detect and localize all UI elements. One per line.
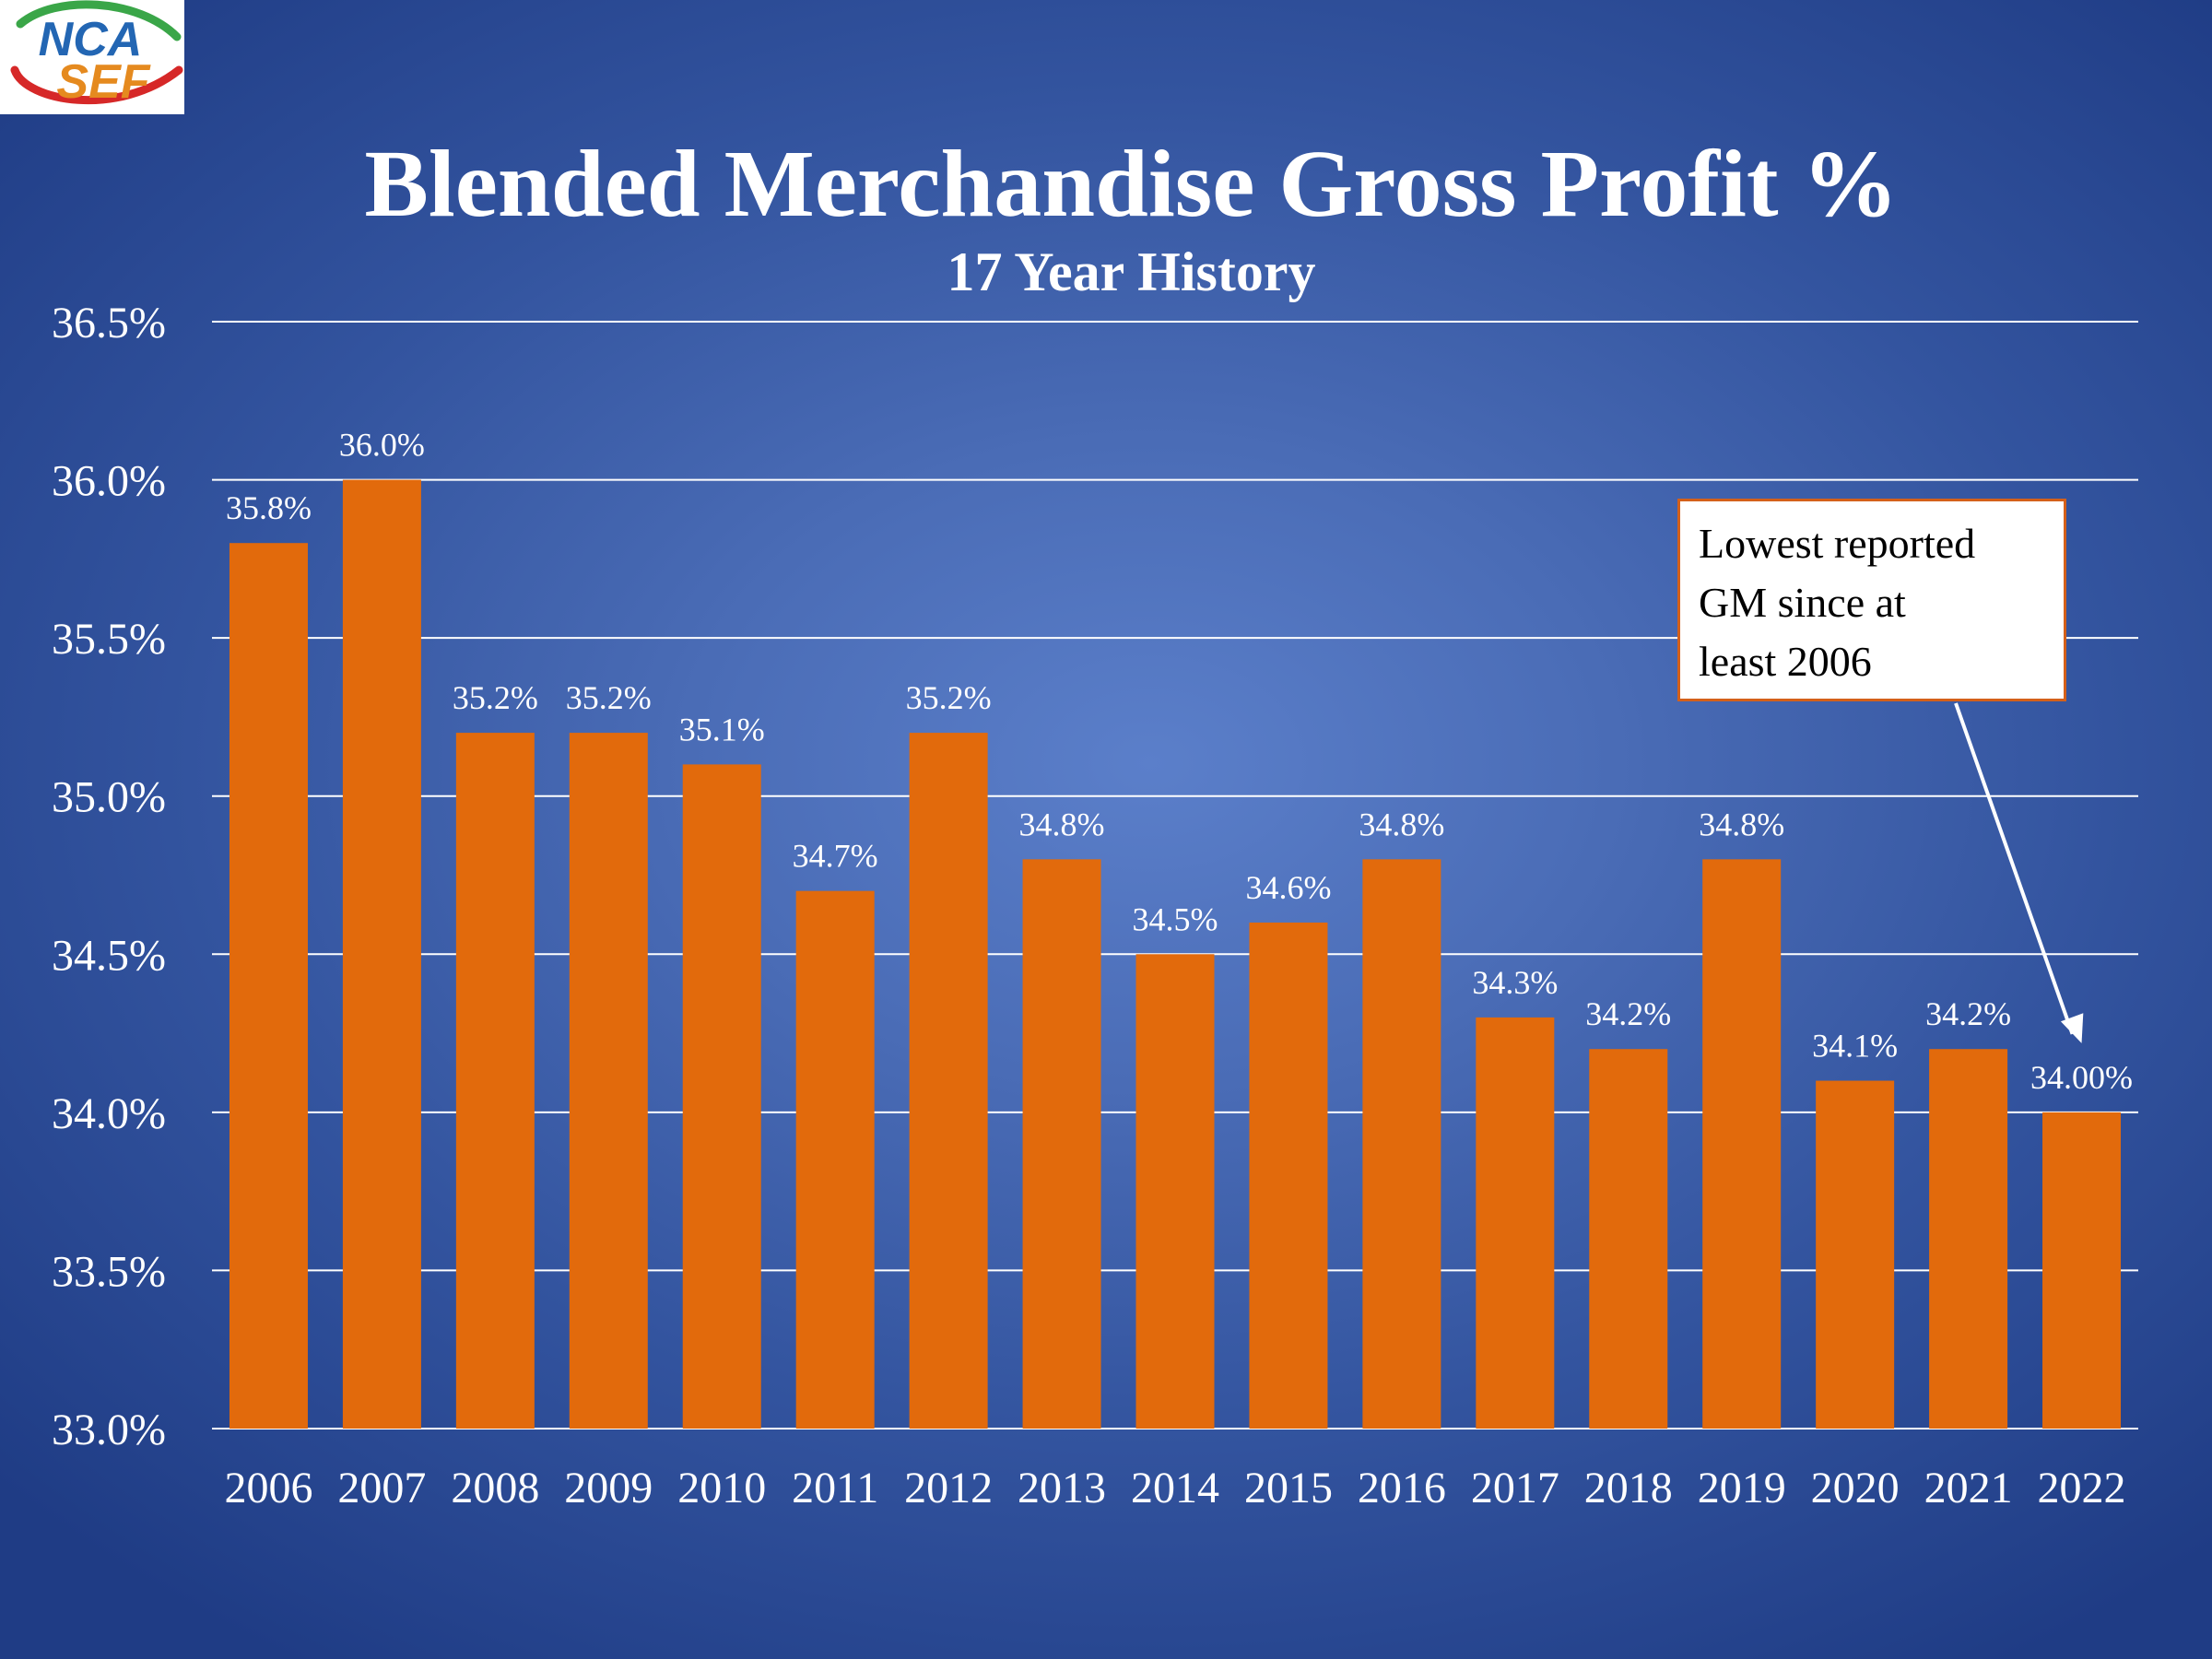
y-tick-label: 35.5%: [52, 615, 166, 664]
bar: [1249, 922, 1328, 1429]
x-tick-label: 2011: [792, 1464, 878, 1512]
bar: [1362, 859, 1441, 1429]
annotation-line-2: GM since at: [1699, 579, 1906, 626]
bar: [455, 733, 535, 1429]
data-label: 34.8%: [1019, 806, 1105, 842]
annotation-arrow-line: [1954, 702, 2075, 1035]
x-tick-label: 2020: [1811, 1464, 1900, 1512]
x-tick-label: 2018: [1584, 1464, 1673, 1512]
bar: [682, 764, 761, 1429]
bar: [1135, 954, 1215, 1429]
data-label: 34.3%: [1472, 964, 1558, 1001]
bar: [1476, 1017, 1555, 1429]
annotation-arrow-head: [2060, 1013, 2084, 1043]
data-label: 34.2%: [1925, 995, 2011, 1032]
data-label: 34.6%: [1245, 869, 1331, 906]
bar: [1022, 859, 1101, 1429]
x-tick-label: 2009: [564, 1464, 653, 1512]
bar: [909, 733, 988, 1429]
data-label: 34.5%: [1133, 900, 1218, 937]
y-tick-label: 34.5%: [52, 931, 166, 980]
data-label: 35.2%: [453, 679, 538, 716]
bar: [795, 890, 875, 1429]
x-tick-label: 2017: [1471, 1464, 1559, 1512]
data-label: 34.00%: [2030, 1059, 2133, 1096]
bar: [1702, 859, 1782, 1429]
data-label: 36.0%: [339, 427, 425, 464]
y-tick-label: 34.0%: [52, 1089, 166, 1138]
y-tick-label: 36.0%: [52, 457, 166, 506]
x-tick-label: 2012: [904, 1464, 993, 1512]
annotation-callout: Lowest reported GM since at least 2006: [1677, 499, 2066, 701]
bar: [342, 479, 421, 1429]
y-tick-label: 36.5%: [52, 299, 166, 347]
y-tick-label: 35.0%: [52, 773, 166, 822]
x-tick-label: 2014: [1131, 1464, 1219, 1512]
data-label: 35.1%: [679, 711, 765, 747]
x-tick-label: 2021: [1924, 1464, 2013, 1512]
data-label: 34.8%: [1359, 806, 1444, 842]
data-label: 35.8%: [226, 489, 312, 526]
chart-subtitle: 17 Year History: [947, 241, 1316, 302]
y-tick-label: 33.0%: [52, 1406, 166, 1454]
annotation-line-3: least 2006: [1699, 638, 1872, 685]
x-tick-label: 2015: [1244, 1464, 1333, 1512]
bar: [1589, 1049, 1668, 1429]
nca-sef-logo: NCA SEF: [0, 0, 184, 114]
y-tick-label: 33.5%: [52, 1247, 166, 1296]
data-label: 34.7%: [793, 838, 878, 875]
x-tick-label: 2013: [1018, 1464, 1106, 1512]
logo-line2: SEF: [56, 55, 150, 109]
logo-line1: NCA: [39, 13, 143, 66]
x-tick-label: 2008: [451, 1464, 539, 1512]
data-label: 35.2%: [906, 679, 992, 716]
data-label: 34.2%: [1585, 995, 1671, 1032]
bar: [2042, 1112, 2122, 1429]
data-label: 34.1%: [1812, 1028, 1898, 1065]
bar: [1816, 1080, 1895, 1429]
bar: [1929, 1049, 2008, 1429]
data-label: 34.8%: [1699, 806, 1784, 842]
bar: [569, 733, 648, 1429]
x-tick-label: 2010: [677, 1464, 766, 1512]
x-tick-label: 2019: [1698, 1464, 1786, 1512]
x-tick-label: 2007: [337, 1464, 426, 1512]
x-tick-label: 2022: [2038, 1464, 2126, 1512]
bar: [229, 543, 308, 1429]
chart-title: Blended Merchandise Gross Profit %: [364, 131, 1899, 237]
x-tick-label: 2006: [224, 1464, 312, 1512]
x-tick-label: 2016: [1358, 1464, 1446, 1512]
data-label: 35.2%: [566, 679, 652, 716]
annotation-line-1: Lowest reported: [1699, 520, 1976, 567]
